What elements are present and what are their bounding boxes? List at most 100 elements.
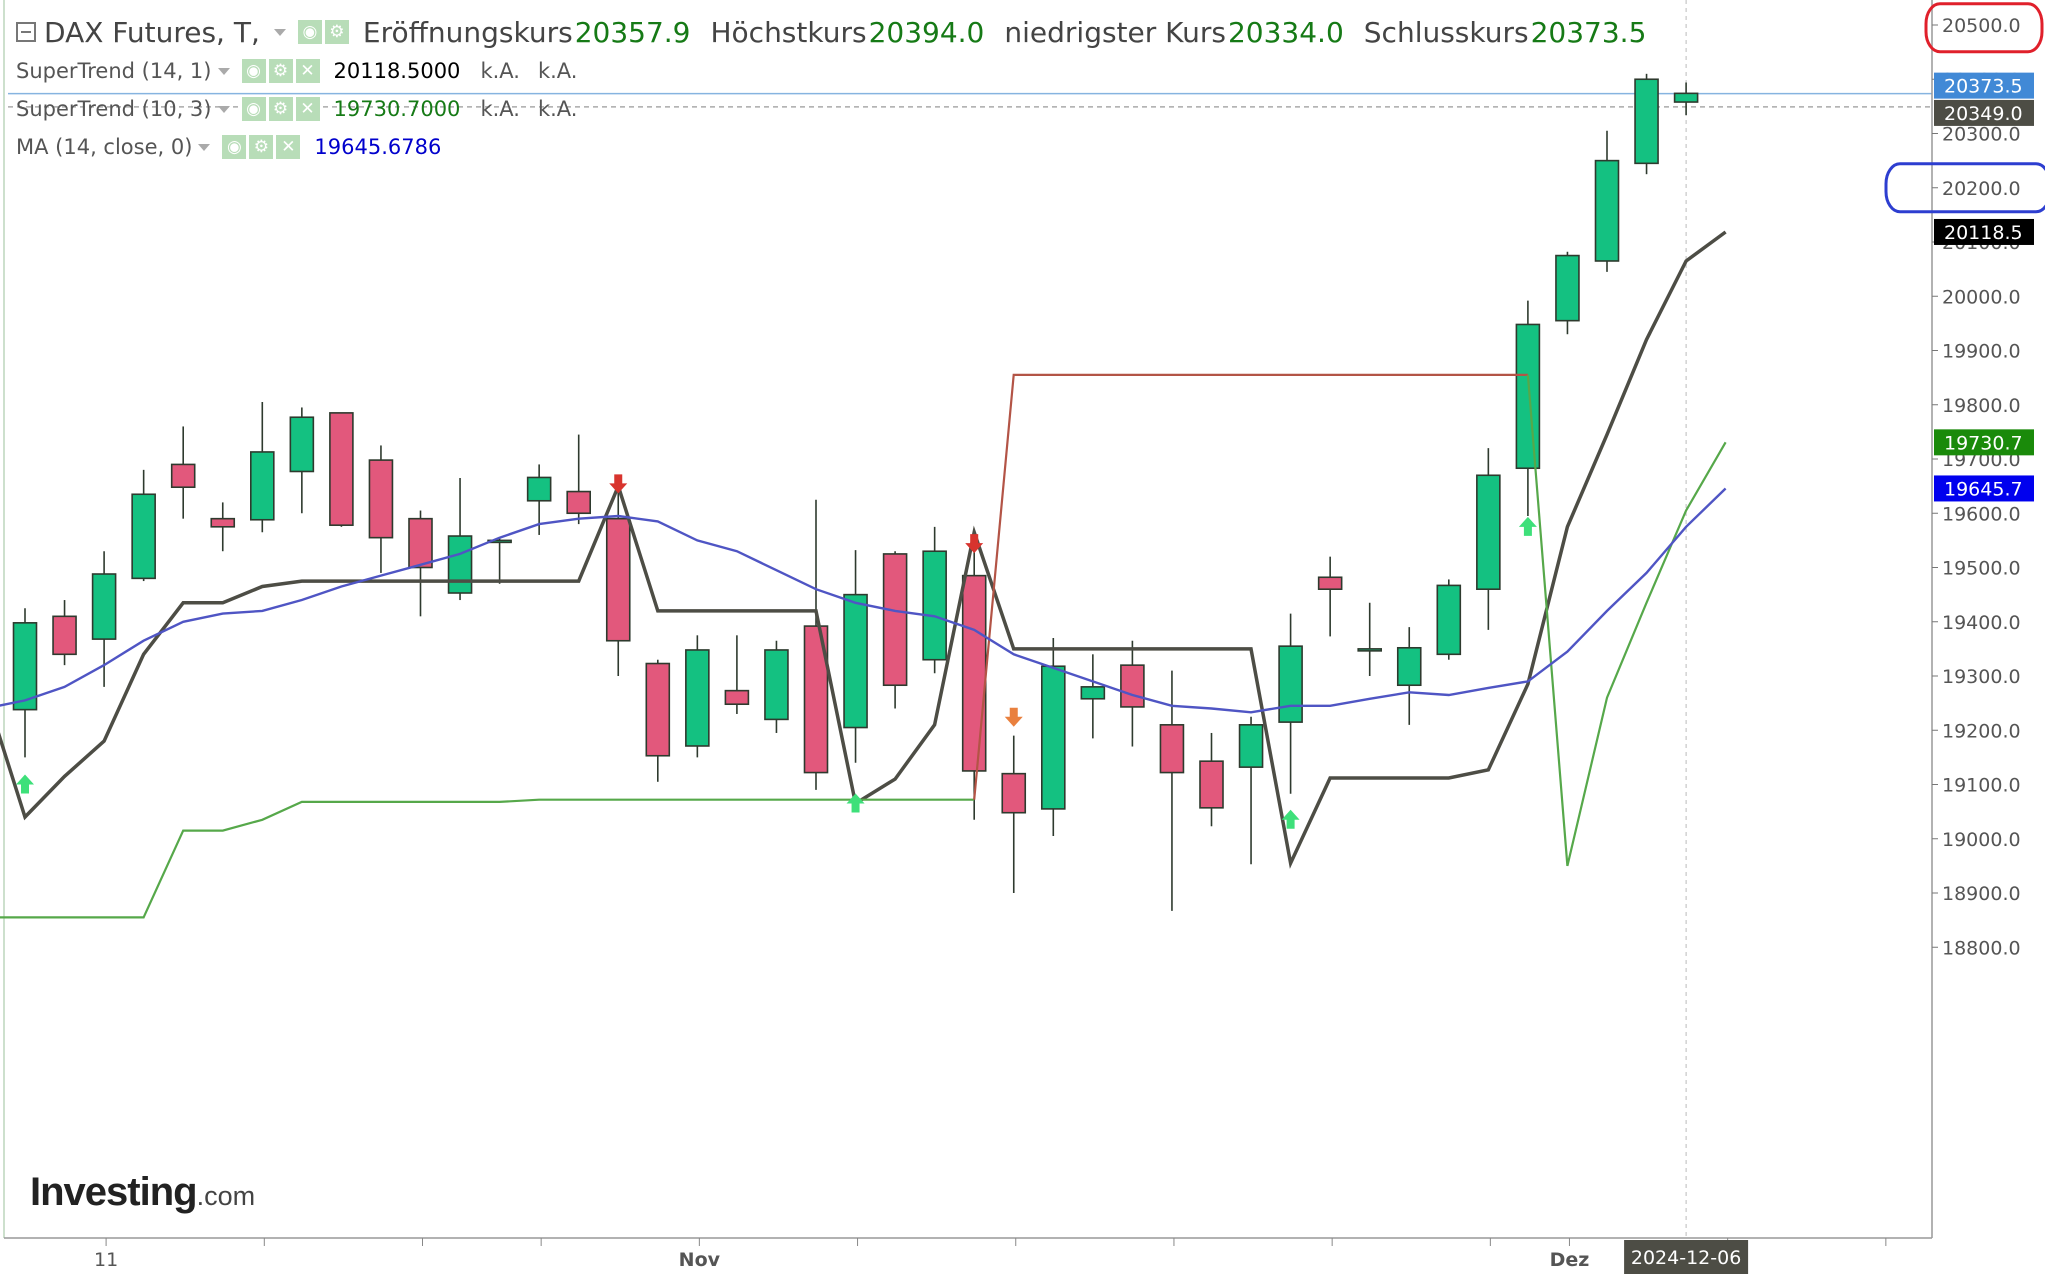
close-value: 20373.5 [1530, 15, 1647, 49]
price-tag-bg [1934, 218, 2034, 245]
eye-icon[interactable]: ◉ [241, 97, 266, 121]
candle [1515, 300, 1541, 516]
candle-body [685, 649, 710, 747]
candle-body [12, 622, 38, 711]
x-tick-label: Dez [1550, 1249, 1590, 1271]
y-tick-label: 19000.0 [1942, 829, 2021, 851]
candle-body [803, 625, 829, 774]
eye-icon[interactable]: ◉ [222, 135, 247, 159]
price-tag-bg [1934, 429, 2034, 456]
legend-main-row: DAX Futures, T, ◉ ⚙ Eröffnungskurs 20357… [0, 12, 1666, 52]
gear-icon[interactable]: ⚙ [268, 59, 293, 83]
close-icon[interactable]: ✕ [295, 97, 320, 121]
price-tag-bg [1934, 475, 2034, 502]
candle-body [1120, 664, 1145, 708]
y-tick-label: 19100.0 [1942, 775, 2021, 797]
candle [645, 659, 671, 782]
candle [1594, 130, 1620, 272]
eye-icon[interactable]: ◉ [241, 59, 266, 83]
sell-signal-marker [609, 474, 628, 494]
candle-body [1396, 646, 1422, 687]
candle [724, 635, 750, 714]
gear-icon[interactable]: ⚙ [268, 97, 293, 121]
candle [408, 510, 433, 617]
price-tag-bg [1934, 99, 2034, 126]
candle-body [1159, 724, 1185, 774]
candle-body [645, 662, 671, 757]
candle [1278, 613, 1303, 794]
close-label: Schlusskurs [1363, 15, 1529, 49]
y-tick-label: 20200.0 [1942, 178, 2021, 200]
annotation-ellipse [1884, 162, 2045, 214]
candle-body [1634, 78, 1659, 165]
eye-icon[interactable]: ◉ [297, 20, 322, 44]
candle [210, 502, 236, 552]
y-tick-label: 20000.0 [1942, 286, 2021, 308]
low-label: niedrigster Kurs [1004, 15, 1226, 49]
candles [12, 73, 1699, 911]
candle [1001, 735, 1027, 893]
y-axis[interactable]: 18800.0 18900.0 19000.0 19100.0 19200.0 19300… [1931, 0, 2044, 1275]
price-reference-lines [8, 92, 1932, 108]
candle [368, 445, 394, 573]
indicator-value: 20118.5000 [333, 59, 461, 83]
candle [250, 402, 275, 533]
x-axis[interactable]: 11 Nov Dez 2024-12-06 [4, 1237, 1932, 1274]
candle-body [1041, 665, 1066, 810]
chevron-down-icon[interactable] [217, 67, 230, 75]
candle [843, 550, 868, 763]
y-tick-label: 19800.0 [1942, 395, 2021, 417]
indicator-name: MA (14, close, 0) [16, 135, 193, 159]
y-tick-label: 18800.0 [1942, 937, 2021, 959]
indicator-na: k.A. [537, 97, 578, 121]
sell-signal-marker [965, 534, 984, 554]
buy-signal-marker [846, 793, 865, 813]
chevron-down-icon[interactable] [198, 143, 211, 151]
chevron-down-icon[interactable] [273, 28, 286, 36]
legend-ma-row[interactable]: MA (14, close, 0) ◉ ⚙ ✕ 19645.6786 [0, 132, 461, 162]
price-tag: 20118.5 [1934, 218, 2034, 245]
last-date-label: 2024-12-06 [1631, 1247, 1741, 1269]
candle-body [1001, 772, 1027, 814]
gear-icon[interactable]: ⚙ [324, 20, 349, 44]
candle [1080, 654, 1106, 739]
candle-body [1238, 724, 1264, 768]
candle-body [408, 517, 433, 569]
candle-body [170, 463, 196, 489]
legend-supertrend-10-row[interactable]: SuperTrend (10, 3) ◉ ⚙ ✕ 19730.7000 k.A.… [0, 94, 595, 124]
price-tags: 20373.5 20349.0 20118.5 19730.7 19645.7 [1934, 72, 2034, 502]
low-value: 20334.0 [1227, 15, 1344, 49]
collapse-icon[interactable] [16, 22, 36, 42]
candle [566, 434, 592, 525]
candle-body [764, 649, 789, 721]
candle-body [605, 517, 631, 642]
candle-body [329, 412, 354, 526]
candle [882, 551, 908, 709]
close-icon[interactable]: ✕ [276, 135, 301, 159]
price-tag-label: 20118.5 [1944, 222, 2023, 244]
candle [131, 469, 156, 582]
x-tick-label: Nov [679, 1249, 721, 1271]
candle [803, 499, 829, 790]
open-label: Eröffnungskurs [362, 15, 573, 49]
buy-signal-marker [1518, 516, 1537, 536]
candle-body [250, 451, 275, 521]
candle-body [1515, 323, 1541, 470]
price-tag: 19645.7 [1934, 475, 2034, 502]
chevron-down-icon[interactable] [217, 105, 230, 113]
candle-body [210, 517, 236, 528]
price-tag: 20349.0 [1934, 99, 2034, 126]
candle [922, 526, 947, 674]
candle [1555, 251, 1580, 335]
gear-icon[interactable]: ⚙ [249, 135, 274, 159]
high-label: Höchstkurs [710, 15, 867, 49]
legend-supertrend-14-row[interactable]: SuperTrend (14, 1) ◉ ⚙ ✕ 20118.5000 k.A.… [0, 56, 595, 86]
close-icon[interactable]: ✕ [295, 59, 320, 83]
candle [52, 600, 77, 666]
y-tick-label: 19900.0 [1942, 341, 2021, 363]
candle-body [843, 593, 868, 729]
candle-body [1436, 584, 1462, 656]
y-tick-label: 19600.0 [1942, 503, 2021, 525]
y-tick-label: 19300.0 [1942, 666, 2021, 688]
